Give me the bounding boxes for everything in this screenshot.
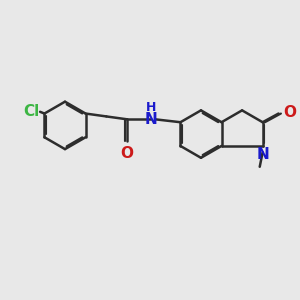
Text: O: O bbox=[120, 146, 133, 161]
Text: H: H bbox=[146, 101, 156, 114]
Text: Cl: Cl bbox=[23, 104, 39, 119]
Text: N: N bbox=[256, 147, 269, 162]
Text: O: O bbox=[283, 105, 296, 120]
Text: N: N bbox=[145, 112, 157, 127]
